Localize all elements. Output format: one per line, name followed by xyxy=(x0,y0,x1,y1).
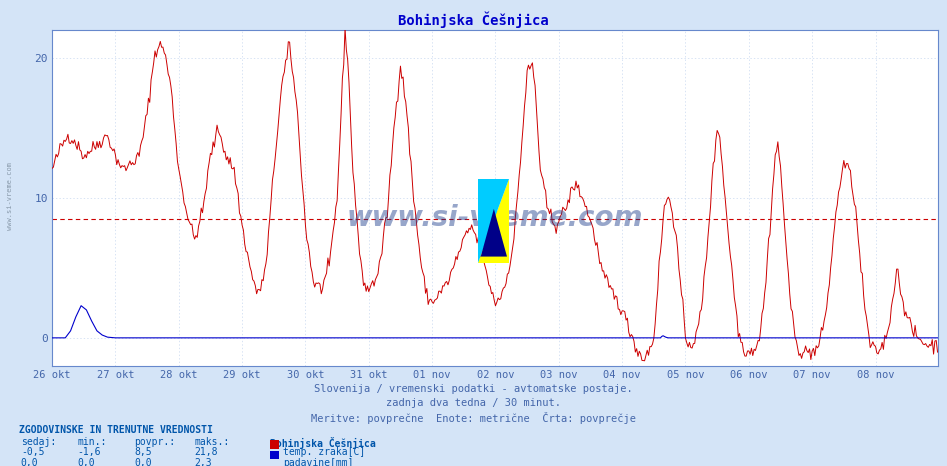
Polygon shape xyxy=(478,179,509,263)
Text: Bohinjska Češnjica: Bohinjska Češnjica xyxy=(270,437,376,449)
Text: www.si-vreme.com: www.si-vreme.com xyxy=(347,204,643,232)
Text: 8,5: 8,5 xyxy=(134,447,152,457)
Text: maks.:: maks.: xyxy=(194,437,229,447)
Text: Meritve: povprečne  Enote: metrične  Črta: povprečje: Meritve: povprečne Enote: metrične Črta:… xyxy=(311,412,636,425)
Text: ZGODOVINSKE IN TRENUTNE VREDNOSTI: ZGODOVINSKE IN TRENUTNE VREDNOSTI xyxy=(19,425,213,435)
Text: povpr.:: povpr.: xyxy=(134,437,175,447)
Text: 0,0: 0,0 xyxy=(134,458,152,466)
Text: padavine[mm]: padavine[mm] xyxy=(283,458,353,466)
Text: sedaj:: sedaj: xyxy=(21,437,56,447)
Text: Bohinjska Češnjica: Bohinjska Češnjica xyxy=(398,12,549,28)
Text: Slovenija / vremenski podatki - avtomatske postaje.: Slovenija / vremenski podatki - avtomats… xyxy=(314,384,633,394)
Polygon shape xyxy=(478,179,509,263)
Text: 2,3: 2,3 xyxy=(194,458,212,466)
Text: www.si-vreme.com: www.si-vreme.com xyxy=(7,162,12,230)
Text: zadnja dva tedna / 30 minut.: zadnja dva tedna / 30 minut. xyxy=(386,398,561,408)
Text: 21,8: 21,8 xyxy=(194,447,218,457)
Text: temp. zraka[C]: temp. zraka[C] xyxy=(283,447,366,457)
Polygon shape xyxy=(481,209,507,257)
Text: 0,0: 0,0 xyxy=(78,458,96,466)
Text: 0,0: 0,0 xyxy=(21,458,39,466)
Text: -1,6: -1,6 xyxy=(78,447,101,457)
Text: min.:: min.: xyxy=(78,437,107,447)
Text: -0,5: -0,5 xyxy=(21,447,45,457)
